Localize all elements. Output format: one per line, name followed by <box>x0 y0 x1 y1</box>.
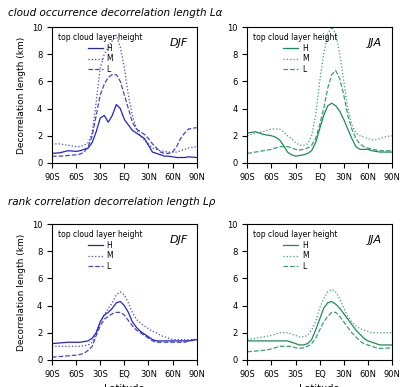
X-axis label: Latitude: Latitude <box>104 384 144 387</box>
Text: DJF: DJF <box>170 38 188 48</box>
Y-axis label: Decorrelation length (km): Decorrelation length (km) <box>17 36 26 154</box>
Text: DJF: DJF <box>170 235 188 245</box>
Legend: H, M, L: H, M, L <box>56 31 145 76</box>
Text: rank correlation decorrelation length Lρ: rank correlation decorrelation length Lρ <box>8 197 215 207</box>
X-axis label: Latitude: Latitude <box>300 384 340 387</box>
Text: JJA: JJA <box>368 235 382 245</box>
Text: JJA: JJA <box>368 38 382 48</box>
Text: cloud occurrence decorrelation length Lα: cloud occurrence decorrelation length Lα <box>8 8 222 18</box>
Legend: H, M, L: H, M, L <box>56 228 145 273</box>
Y-axis label: Decorrelation length (km): Decorrelation length (km) <box>17 233 26 351</box>
Legend: H, M, L: H, M, L <box>251 31 340 76</box>
Legend: H, M, L: H, M, L <box>251 228 340 273</box>
